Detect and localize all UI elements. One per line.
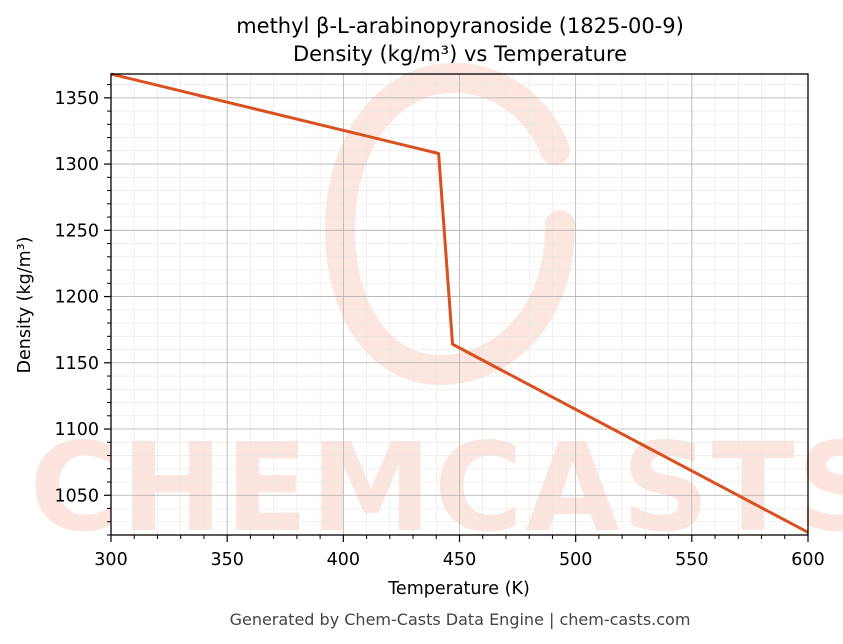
y-tick-label: 1100 — [54, 420, 99, 440]
x-tick-label: 450 — [443, 550, 476, 570]
series-layer — [110, 72, 809, 534]
y-axis-label: Density (kg/m³) — [15, 237, 35, 374]
x-tick-label: 300 — [94, 550, 127, 570]
chart-title-line1: methyl β-L-arabinopyranoside (1825-00-9) — [236, 14, 684, 38]
y-axis: 1050 1100 1150 1200 1250 1300 1350 — [54, 84, 111, 536]
y-tick-label: 1350 — [54, 89, 99, 109]
density-series-line — [110, 72, 809, 534]
y-tick-label: 1050 — [54, 486, 99, 506]
x-tick-label: 350 — [210, 550, 243, 570]
x-tick-label: 500 — [559, 550, 592, 570]
x-axis-label: Temperature (K) — [387, 579, 530, 599]
footer-credit: Generated by Chem-Casts Data Engine | ch… — [230, 610, 691, 629]
y-tick-label: 1200 — [54, 288, 99, 308]
x-tick-label: 600 — [791, 550, 824, 570]
x-tick-label: 550 — [675, 550, 708, 570]
x-tick-label: 400 — [327, 550, 360, 570]
x-axis: 300 350 400 450 500 550 600 — [94, 535, 825, 570]
y-tick-label: 1300 — [54, 155, 99, 175]
y-tick-label: 1250 — [54, 221, 99, 241]
y-tick-label: 1150 — [54, 354, 99, 374]
chart-title-line2: Density (kg/m³) vs Temperature — [293, 42, 627, 66]
